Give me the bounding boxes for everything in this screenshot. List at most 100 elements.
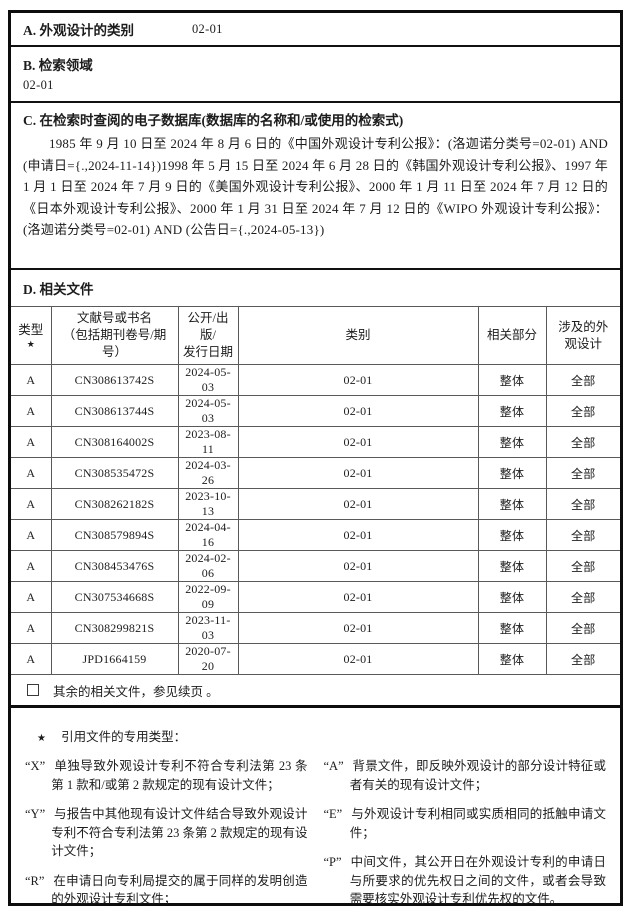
cell-relevant-part: 整体 bbox=[477, 643, 547, 675]
col-header-doc-number-line1: 文献号或书名 bbox=[76, 311, 152, 325]
cell-class: 02-01 bbox=[237, 550, 479, 582]
table-row: A CN308299821S 2023-11-03 02-01 整体 全部 bbox=[11, 612, 620, 644]
cell-class: 02-01 bbox=[237, 364, 479, 396]
col-header-class: 类别 bbox=[237, 306, 479, 365]
col-header-relevant-part-text: 相关部分 bbox=[486, 328, 537, 342]
col-header-design-concerned-line2: 观设计 bbox=[564, 336, 602, 351]
table-header-row: 类型 ★ 文献号或书名 （包括期刊卷号/期号） 公开/出版/ 发行日期 类别 相… bbox=[11, 306, 620, 365]
cell-type: A bbox=[11, 581, 52, 613]
table-row: A CN308262182S 2023-10-13 02-01 整体 全部 bbox=[11, 488, 620, 520]
cell-class: 02-01 bbox=[237, 426, 479, 458]
more-docs-checkbox[interactable] bbox=[27, 684, 39, 696]
col-header-design-concerned-line1: 涉及的外 bbox=[558, 319, 609, 334]
table-row: A CN308453476S 2024-02-06 02-01 整体 全部 bbox=[11, 550, 620, 582]
cell-relevant-part: 整体 bbox=[477, 426, 547, 458]
related-docs-body: A CN308613742S 2024-05-03 02-01 整体 全部 A CN30861… bbox=[11, 364, 620, 675]
cell-class: 02-01 bbox=[237, 612, 479, 644]
cell-doc-number: CN308453476S bbox=[50, 550, 179, 582]
col-header-doc-number-line2: （包括期刊卷号/期号） bbox=[62, 328, 167, 359]
cell-design-concerned: 全部 bbox=[545, 519, 620, 551]
cell-design-concerned: 全部 bbox=[545, 457, 620, 489]
table-row: A CN308613742S 2024-05-03 02-01 整体 全部 bbox=[11, 364, 620, 396]
cell-type: A bbox=[11, 395, 52, 427]
legend-left-column: “X” 单独导致外观设计专利不符合专利法第 23 条第 1 款和/或第 2 款规定… bbox=[25, 757, 308, 920]
cell-type: A bbox=[11, 488, 52, 520]
cell-doc-number: CN308262182S bbox=[50, 488, 179, 520]
legend-entry-code: “X” bbox=[25, 759, 46, 773]
legend-entry: “P” 中间文件，其公开日在外观设计专利的申请日与所要求的优先权日之间的文件，或者… bbox=[324, 853, 607, 909]
related-docs-table: 类型 ★ 文献号或书名 （包括期刊卷号/期号） 公开/出版/ 发行日期 类别 相… bbox=[11, 306, 620, 675]
legend-entry-text: 在申请日向专利局提交的属于同样的发明创造的外观设计专利文件； bbox=[51, 873, 308, 907]
star-icon: ★ bbox=[37, 733, 46, 744]
cell-pub-date: 2024-02-06 bbox=[177, 550, 239, 582]
legend-entry-text: 单独导致外观设计专利不符合专利法第 23 条第 1 款和/或第 2 款规定的现有… bbox=[51, 759, 308, 792]
legend-entry: “Y” 与报告中其他现有设计文件结合导致外观设计专利不符合专利法第 23 条第 2… bbox=[25, 805, 308, 861]
legend-title-row: ★ 引用文件的专用类型： bbox=[25, 726, 606, 745]
cell-relevant-part: 整体 bbox=[477, 395, 547, 427]
cell-class: 02-01 bbox=[237, 581, 479, 613]
cell-relevant-part: 整体 bbox=[477, 488, 547, 520]
cell-doc-number: JPD1664159 bbox=[50, 643, 179, 675]
cell-class: 02-01 bbox=[237, 643, 479, 675]
cell-design-concerned: 全部 bbox=[545, 550, 620, 582]
cell-pub-date: 2023-10-13 bbox=[177, 488, 239, 520]
table-row: A CN308613744S 2024-05-03 02-01 整体 全部 bbox=[11, 395, 620, 427]
col-header-type: 类型 ★ bbox=[11, 306, 52, 365]
col-header-type-text: 类型 bbox=[18, 323, 44, 337]
cell-class: 02-01 bbox=[237, 395, 479, 427]
cell-type: A bbox=[11, 643, 52, 675]
section-databases: C. 在检索时查阅的电子数据库(数据库的名称和/或使用的检索式) 1985 年 … bbox=[11, 103, 620, 270]
legend-entry-code: “E” bbox=[323, 807, 343, 821]
cell-type: A bbox=[11, 457, 52, 489]
cell-type: A bbox=[11, 426, 52, 458]
cell-design-concerned: 全部 bbox=[545, 643, 620, 675]
cell-design-concerned: 全部 bbox=[545, 426, 620, 458]
legend-entry: “A” 背景文件，即反映外观设计的部分设计特征或者有关的现有设计文件； bbox=[324, 757, 607, 794]
section-a-label: A. 外观设计的类别 bbox=[23, 23, 134, 38]
cell-pub-date: 2024-05-03 bbox=[177, 395, 239, 427]
cell-pub-date: 2022-09-09 bbox=[177, 581, 239, 613]
cell-doc-number: CN308299821S bbox=[50, 612, 179, 644]
cell-type: A bbox=[11, 550, 52, 582]
legend-entry-code: “Y” bbox=[25, 807, 46, 821]
legend-right-column: “A” 背景文件，即反映外观设计的部分设计特征或者有关的现有设计文件； “E” 与外观… bbox=[324, 757, 607, 920]
cell-relevant-part: 整体 bbox=[477, 519, 547, 551]
legend-entry-text: 背景文件，即反映外观设计的部分设计特征或者有关的现有设计文件； bbox=[349, 759, 606, 792]
table-row: A CN308579894S 2024-04-16 02-01 整体 全部 bbox=[11, 519, 620, 551]
cell-pub-date: 2020-07-20 bbox=[177, 643, 239, 675]
legend-entry-text: 中间文件，其公开日在外观设计专利的申请日与所要求的优先权日之间的文件，或者会导致… bbox=[349, 855, 606, 906]
col-header-pub-date: 公开/出版/ 发行日期 bbox=[177, 306, 239, 365]
legend-entry-text: 与外观设计专利相同或实质相同的抵触申请文件； bbox=[349, 807, 606, 840]
cell-relevant-part: 整体 bbox=[477, 364, 547, 396]
cell-class: 02-01 bbox=[237, 457, 479, 489]
section-design-class: A. 外观设计的类别 02-01 bbox=[11, 13, 620, 47]
table-row: A CN308164002S 2023-08-11 02-01 整体 全部 bbox=[11, 426, 620, 458]
col-header-relevant-part: 相关部分 bbox=[477, 306, 547, 365]
cell-type: A bbox=[11, 612, 52, 644]
section-c-label: C. 在检索时查阅的电子数据库(数据库的名称和/或使用的检索式) bbox=[23, 113, 404, 128]
more-docs-text: 其余的相关文件，参见续页 。 bbox=[53, 684, 219, 699]
col-header-class-text: 类别 bbox=[345, 328, 371, 342]
legend-entry: “E” 与外观设计专利相同或实质相同的抵触申请文件； bbox=[324, 805, 607, 842]
col-header-pub-date-line1: 公开/出版/ bbox=[187, 311, 229, 342]
table-row: A CN307534668S 2022-09-09 02-01 整体 全部 bbox=[11, 581, 620, 613]
section-related-docs-header: D. 相关文件 bbox=[11, 270, 620, 306]
cell-pub-date: 2023-08-11 bbox=[177, 426, 239, 458]
cell-pub-date: 2023-11-03 bbox=[177, 612, 239, 644]
cell-doc-number: CN308164002S bbox=[50, 426, 179, 458]
cell-design-concerned: 全部 bbox=[545, 581, 620, 613]
cell-relevant-part: 整体 bbox=[477, 581, 547, 613]
legend-entry-code: “R” bbox=[25, 873, 45, 888]
cell-design-concerned: 全部 bbox=[545, 612, 620, 644]
cell-doc-number: CN308613742S bbox=[50, 364, 179, 396]
cell-doc-number: CN307534668S bbox=[50, 581, 179, 613]
cell-design-concerned: 全部 bbox=[545, 395, 620, 427]
legend-entry: “R” 在申请日向专利局提交的属于同样的发明创造的外观设计专利文件； bbox=[25, 872, 308, 909]
section-c-body: 1985 年 9 月 10 日至 2024 年 8 月 6 日的《中国外观设计专… bbox=[23, 136, 608, 237]
legend-entry-code: “P” bbox=[323, 855, 342, 869]
cell-pub-date: 2024-03-26 bbox=[177, 457, 239, 489]
section-d-label: D. 相关文件 bbox=[23, 282, 94, 297]
cell-relevant-part: 整体 bbox=[477, 457, 547, 489]
section-b-label: B. 检索领域 bbox=[23, 58, 93, 73]
cell-type: A bbox=[11, 519, 52, 551]
